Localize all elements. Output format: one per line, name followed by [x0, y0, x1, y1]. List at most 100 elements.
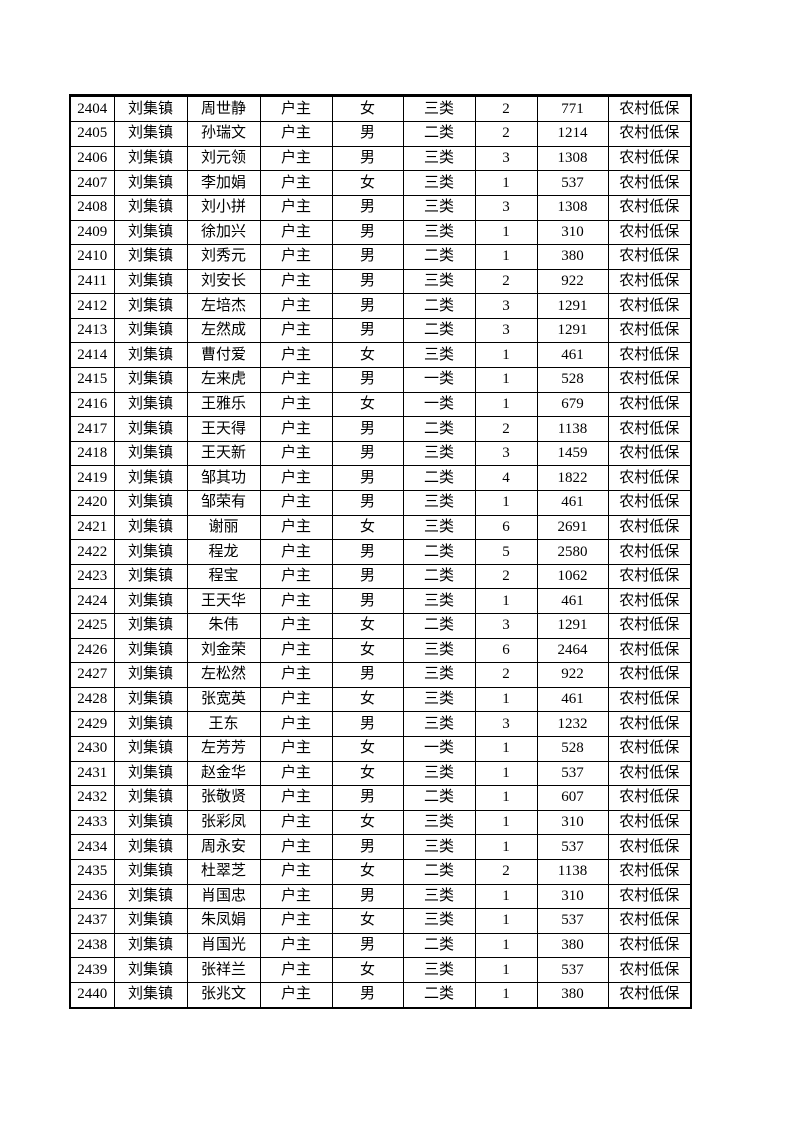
table-cell: 三类	[402, 957, 476, 983]
table-cell: 刘元领	[186, 145, 261, 172]
table-cell: 男	[331, 711, 404, 737]
table-cell: 2419	[69, 465, 115, 492]
table-cell: 农村低保	[607, 785, 692, 811]
table-cell: 农村低保	[607, 834, 692, 860]
table-cell: 农村低保	[607, 317, 692, 344]
table-cell: 2421	[69, 514, 115, 541]
table-cell: 男	[331, 121, 404, 147]
table-cell: 周世静	[186, 94, 261, 123]
table-cell: 922	[536, 662, 609, 688]
table-cell: 男	[331, 194, 404, 221]
table-cell: 1	[474, 809, 538, 836]
table-cell: 二类	[402, 563, 476, 590]
table-cell: 二类	[402, 416, 476, 442]
table-cell: 男	[331, 416, 404, 442]
table-row: 2411 刘集镇 刘安长 户主男三类 2 922 农村低保	[69, 268, 692, 295]
table-cell: 1308	[536, 145, 609, 172]
table-row: 2421 刘集镇 谢丽 户主女三类 6 2691 农村低保	[69, 514, 692, 541]
table-cell: 2416	[69, 391, 115, 418]
table-cell: 三类	[402, 268, 476, 295]
table-cell: 2439	[69, 957, 115, 983]
table-cell: 1	[474, 170, 538, 196]
table-cell: 孙瑞文	[186, 121, 261, 147]
table-cell: 2425	[69, 613, 115, 639]
table-cell: 男	[331, 145, 404, 172]
table-cell: 男	[331, 883, 404, 910]
table-cell: 2408	[69, 194, 115, 221]
table-cell: 左来虎	[186, 367, 261, 393]
table-cell: 2413	[69, 317, 115, 344]
table-cell: 2415	[69, 367, 115, 393]
table-cell: 农村低保	[607, 244, 692, 270]
table-row: 2416 刘集镇 王雅乐 户主女一类 1 679 农村低保	[69, 391, 692, 418]
table-cell: 刘集镇	[113, 145, 188, 172]
table-cell: 曹付爱	[186, 342, 261, 369]
table-cell: 刘集镇	[113, 809, 188, 836]
table-cell: 户主	[259, 145, 333, 172]
table-cell: 刘集镇	[113, 367, 188, 393]
table-cell: 3	[474, 317, 538, 344]
table-cell: 户主	[259, 957, 333, 983]
table-cell: 农村低保	[607, 121, 692, 147]
table-cell: 农村低保	[607, 760, 692, 787]
table-cell: 2	[474, 416, 538, 442]
table-cell: 537	[536, 957, 609, 983]
table-cell: 1	[474, 342, 538, 369]
table-cell: 三类	[402, 514, 476, 541]
table-cell: 2440	[69, 981, 115, 1009]
table-cell: 刘集镇	[113, 760, 188, 787]
table-cell: 三类	[402, 809, 476, 836]
table-cell: 3	[474, 293, 538, 319]
table-cell: 1214	[536, 121, 609, 147]
table-cell: 张敬贤	[186, 785, 261, 811]
table-cell: 农村低保	[607, 465, 692, 492]
table-cell: 二类	[402, 244, 476, 270]
table-cell: 537	[536, 834, 609, 860]
table-cell: 李加娟	[186, 170, 261, 196]
table-cell: 刘集镇	[113, 121, 188, 147]
table-cell: 2431	[69, 760, 115, 787]
table-cell: 三类	[402, 637, 476, 664]
table-cell: 528	[536, 367, 609, 393]
table-cell: 三类	[402, 662, 476, 688]
table-cell: 刘集镇	[113, 293, 188, 319]
table-cell: 二类	[402, 613, 476, 639]
table-cell: 1822	[536, 465, 609, 492]
table-cell: 1	[474, 932, 538, 959]
table-cell: 户主	[259, 342, 333, 369]
table-cell: 户主	[259, 785, 333, 811]
table-cell: 2691	[536, 514, 609, 541]
table-cell: 王雅乐	[186, 391, 261, 418]
table-cell: 程宝	[186, 563, 261, 590]
table-cell: 女	[331, 613, 404, 639]
table-cell: 310	[536, 883, 609, 910]
table-cell: 户主	[259, 563, 333, 590]
table-cell: 户主	[259, 293, 333, 319]
table-row: 2427 刘集镇 左松然 户主男三类 2 922 农村低保	[69, 662, 692, 688]
table-cell: 2428	[69, 686, 115, 713]
table-cell: 3	[474, 440, 538, 467]
table-cell: 2409	[69, 219, 115, 246]
table-cell: 刘集镇	[113, 785, 188, 811]
table-row: 2434 刘集镇 周永安 户主男三类 1 537 农村低保	[69, 834, 692, 860]
table-cell: 二类	[402, 465, 476, 492]
table-cell: 肖国光	[186, 932, 261, 959]
table-cell: 男	[331, 785, 404, 811]
table-cell: 农村低保	[607, 145, 692, 172]
table-cell: 二类	[402, 293, 476, 319]
table-cell: 刘集镇	[113, 465, 188, 492]
table-row: 2424 刘集镇 王天华 户主男三类 1 461 农村低保	[69, 588, 692, 614]
table-cell: 农村低保	[607, 735, 692, 762]
table-cell: 1	[474, 367, 538, 393]
table-row: 2406 刘集镇 刘元领 户主男三类 3 1308 农村低保	[69, 145, 692, 172]
table-cell: 张祥兰	[186, 957, 261, 983]
table-cell: 农村低保	[607, 637, 692, 664]
table-cell: 三类	[402, 194, 476, 221]
table-cell: 农村低保	[607, 440, 692, 467]
table-cell: 农村低保	[607, 908, 692, 934]
table-cell: 2407	[69, 170, 115, 196]
table-cell: 537	[536, 908, 609, 934]
table-cell: 户主	[259, 588, 333, 614]
table-cell: 2436	[69, 883, 115, 910]
table-cell: 2	[474, 563, 538, 590]
